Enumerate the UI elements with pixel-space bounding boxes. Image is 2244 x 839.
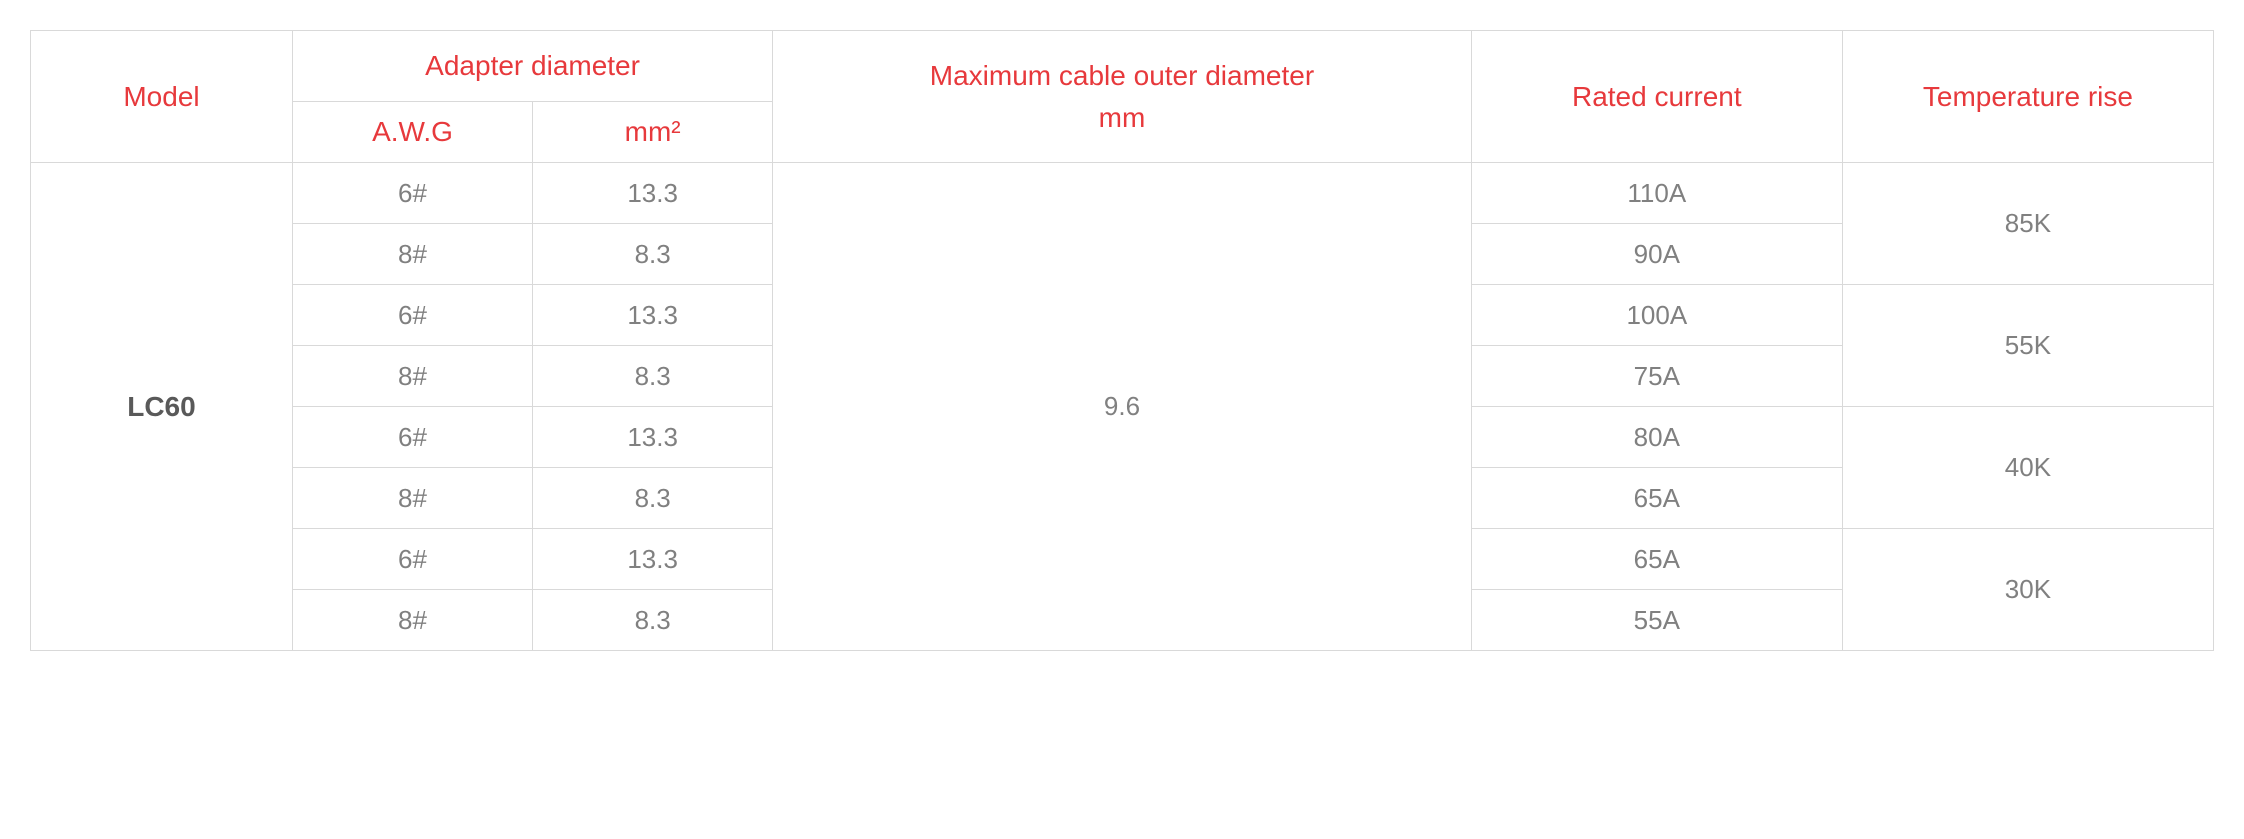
cell-mm2: 8.3 — [533, 590, 773, 651]
cell-rated-current: 55A — [1471, 590, 1842, 651]
col-rated-current-header: Rated current — [1471, 31, 1842, 163]
cell-mm2: 13.3 — [533, 285, 773, 346]
cell-awg: 6# — [292, 163, 532, 224]
col-temp-rise-header: Temperature rise — [1842, 31, 2213, 163]
table-body: LC60 6# 13.3 9.6 110A 85K 8# 8.3 90A 6# … — [31, 163, 2214, 651]
cell-rated-current: 65A — [1471, 468, 1842, 529]
max-cable-od-line1: Maximum cable outer diameter — [773, 60, 1471, 92]
cell-awg: 6# — [292, 285, 532, 346]
cell-model: LC60 — [31, 163, 293, 651]
col-mm2-header: mm² — [533, 102, 773, 163]
cell-awg: 8# — [292, 468, 532, 529]
col-adapter-diameter-header: Adapter diameter — [292, 31, 772, 102]
max-cable-od-line2: mm — [773, 102, 1471, 134]
cell-mm2: 13.3 — [533, 529, 773, 590]
cell-temp-rise: 40K — [1842, 407, 2213, 529]
cell-rated-current: 110A — [1471, 163, 1842, 224]
cell-mm2: 8.3 — [533, 224, 773, 285]
cell-awg: 6# — [292, 407, 532, 468]
table-header: Model Adapter diameter Maximum cable out… — [31, 31, 2214, 163]
cell-mm2: 13.3 — [533, 163, 773, 224]
col-awg-header: A.W.G — [292, 102, 532, 163]
cell-mm2: 8.3 — [533, 346, 773, 407]
cell-awg: 8# — [292, 224, 532, 285]
table-row: LC60 6# 13.3 9.6 110A 85K — [31, 163, 2214, 224]
cell-awg: 8# — [292, 346, 532, 407]
cell-mm2: 8.3 — [533, 468, 773, 529]
cell-temp-rise: 85K — [1842, 163, 2213, 285]
cell-awg: 8# — [292, 590, 532, 651]
cell-rated-current: 80A — [1471, 407, 1842, 468]
cell-rated-current: 100A — [1471, 285, 1842, 346]
cell-awg: 6# — [292, 529, 532, 590]
col-model-header: Model — [31, 31, 293, 163]
cell-mm2: 13.3 — [533, 407, 773, 468]
spec-table: Model Adapter diameter Maximum cable out… — [30, 30, 2214, 651]
cell-rated-current: 90A — [1471, 224, 1842, 285]
cell-temp-rise: 55K — [1842, 285, 2213, 407]
cell-temp-rise: 30K — [1842, 529, 2213, 651]
col-max-cable-od-header: Maximum cable outer diameter mm — [773, 31, 1472, 163]
cell-rated-current: 75A — [1471, 346, 1842, 407]
cell-max-cable-od: 9.6 — [773, 163, 1472, 651]
cell-rated-current: 65A — [1471, 529, 1842, 590]
